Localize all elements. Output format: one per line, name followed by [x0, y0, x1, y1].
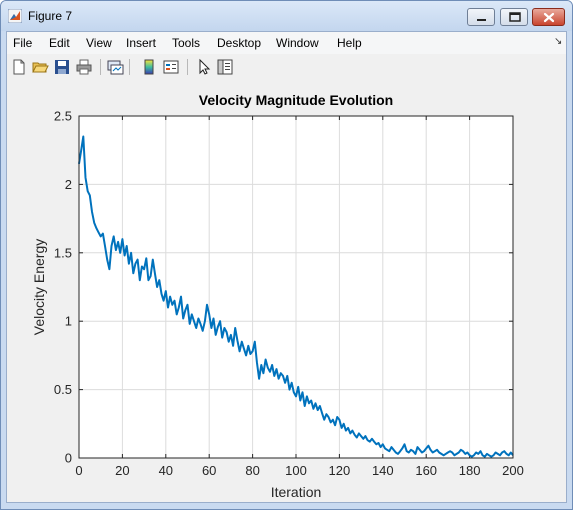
- new-figure-icon: [13, 59, 25, 75]
- open-file-button[interactable]: [31, 58, 49, 76]
- figure-toolbar: [7, 54, 566, 81]
- figure-client-area: File Edit View Insert Tools Desktop Wind…: [6, 31, 567, 503]
- window-title: Figure 7: [28, 9, 73, 23]
- edit-plot-button[interactable]: [195, 58, 213, 76]
- property-editor-icon: [217, 59, 233, 75]
- close-icon: [543, 12, 555, 23]
- new-figure-button[interactable]: [10, 58, 28, 76]
- minimize-icon: [477, 19, 486, 21]
- chart-title: Velocity Magnitude Evolution: [199, 92, 393, 108]
- menu-edit[interactable]: Edit: [49, 36, 70, 50]
- toolbar-separator: [129, 59, 130, 75]
- insert-colorbar-button[interactable]: [140, 58, 158, 76]
- figure-plot-area: Velocity Magnitude Evolution 0 20 40 60 80 10…: [7, 80, 566, 502]
- menu-view[interactable]: View: [86, 36, 112, 50]
- matlab-logo-icon: [8, 9, 22, 23]
- maximize-button[interactable]: [500, 8, 528, 26]
- menu-window[interactable]: Window: [276, 36, 319, 50]
- link-plot-icon: [107, 60, 124, 75]
- x-tick-label: 120: [329, 463, 351, 478]
- y-tick-label: 1: [65, 314, 72, 329]
- toolbar-separator: [187, 59, 188, 75]
- toolbar-separator: [100, 59, 101, 75]
- menu-overflow-arrow-icon[interactable]: ↘: [554, 36, 563, 47]
- y-tick-label: 2.5: [54, 109, 72, 124]
- x-tick-label: 200: [502, 463, 524, 478]
- y-tick-label: 0: [65, 451, 72, 466]
- property-editor-button[interactable]: [216, 58, 234, 76]
- x-tick-label: 180: [459, 463, 481, 478]
- x-tick-label: 80: [245, 463, 259, 478]
- x-axis-label: Iteration: [271, 484, 322, 500]
- menu-tools[interactable]: Tools: [172, 36, 201, 50]
- insert-legend-icon: [163, 60, 179, 74]
- insert-colorbar-icon: [144, 59, 154, 75]
- menu-bar: File Edit View Insert Tools Desktop Wind…: [7, 32, 566, 55]
- print-icon: [76, 59, 92, 75]
- close-button[interactable]: [532, 8, 565, 26]
- title-bar[interactable]: Figure 7: [1, 1, 572, 31]
- x-tick-label: 100: [285, 463, 307, 478]
- open-file-icon: [32, 62, 49, 73]
- maximize-icon: [509, 12, 521, 22]
- menu-file[interactable]: File: [13, 36, 33, 50]
- insert-legend-button[interactable]: [162, 58, 180, 76]
- x-tick-label: 20: [115, 463, 129, 478]
- axes-border: [78, 115, 514, 459]
- link-plot-button[interactable]: [106, 58, 124, 76]
- x-tick-label: 140: [372, 463, 394, 478]
- y-axis-ticks: 0 0.5 1 1.5 2 2.5: [54, 109, 513, 466]
- print-button[interactable]: [75, 58, 93, 76]
- x-axis-ticks: 0 20 40 60 80 100 120 140 160 180 200: [75, 116, 524, 478]
- y-tick-label: 2: [65, 177, 72, 192]
- x-tick-label: 60: [202, 463, 216, 478]
- x-tick-label: 160: [415, 463, 437, 478]
- menu-help[interactable]: Help: [337, 36, 362, 50]
- x-tick-label: 0: [75, 463, 82, 478]
- y-tick-label: 1.5: [54, 245, 72, 260]
- y-axis-label: Velocity Energy: [31, 239, 47, 336]
- y-tick-label: 0.5: [54, 382, 72, 397]
- save-icon: [55, 60, 69, 74]
- x-tick-label: 40: [159, 463, 173, 478]
- series-line[interactable]: [78, 135, 514, 458]
- save-button[interactable]: [53, 58, 71, 76]
- menu-insert[interactable]: Insert: [126, 36, 157, 50]
- minimize-button[interactable]: [467, 8, 495, 26]
- edit-plot-arrow-icon: [199, 58, 211, 75]
- menu-desktop[interactable]: Desktop: [217, 36, 262, 50]
